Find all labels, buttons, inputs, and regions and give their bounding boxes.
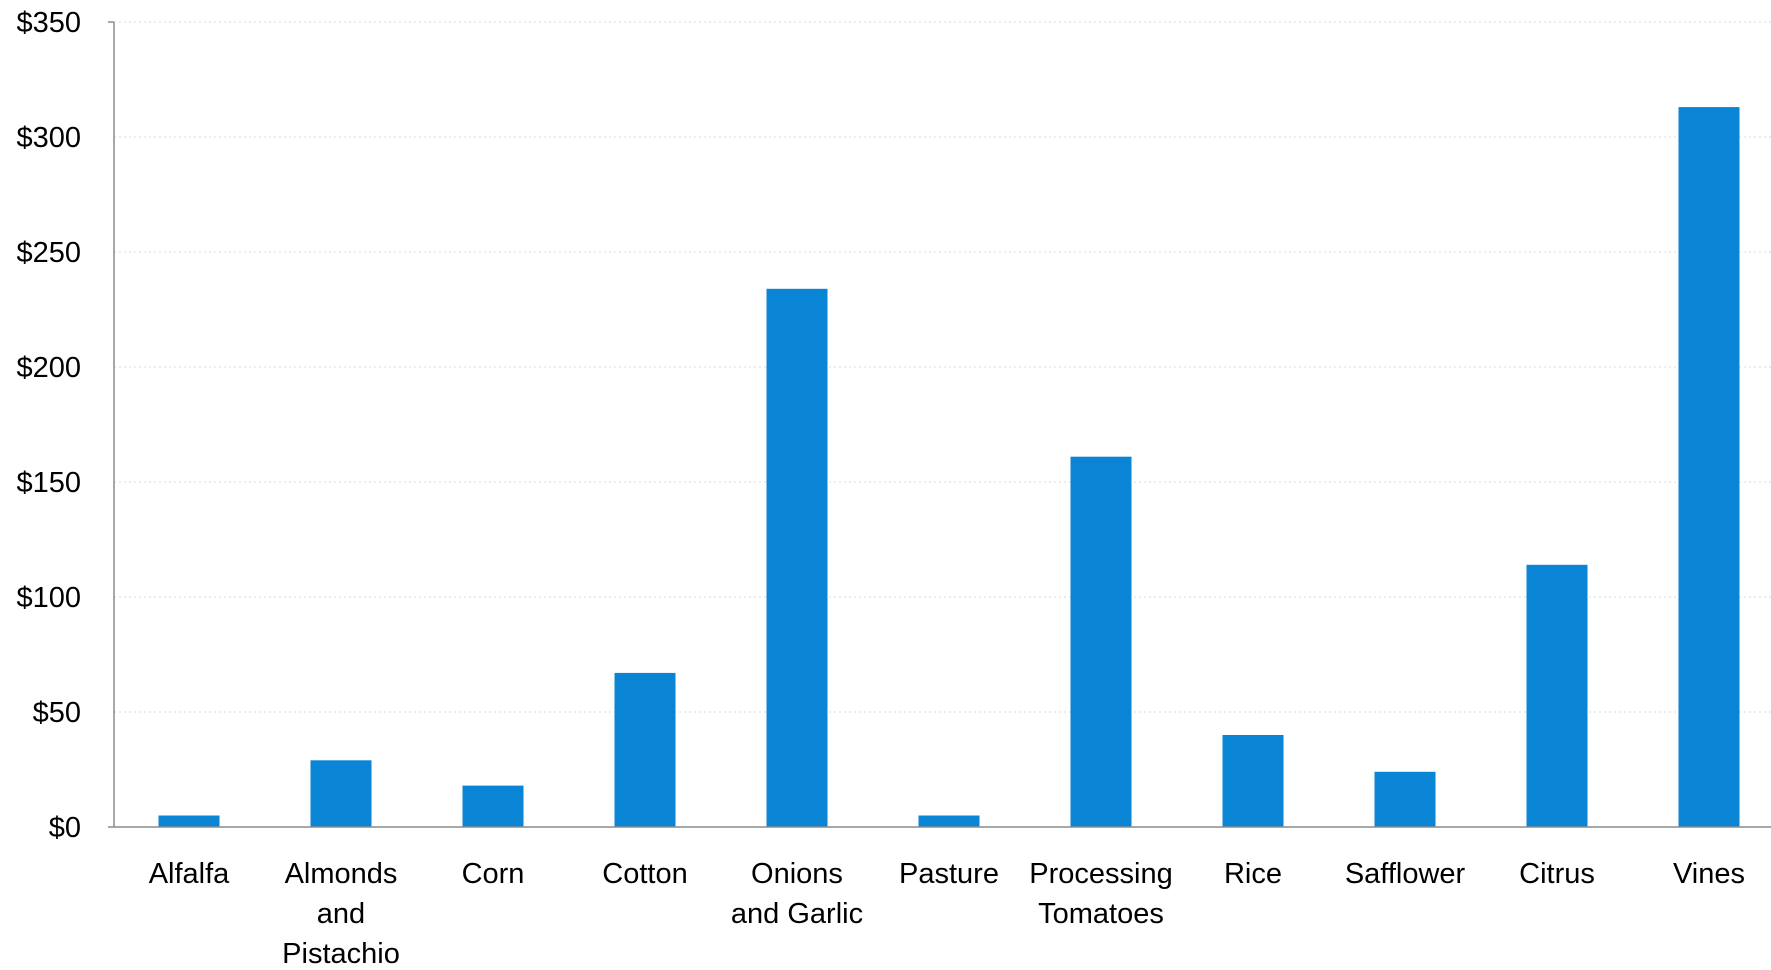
gridlines [114, 21, 1771, 713]
bar [766, 288, 828, 827]
category-label: Cotton [602, 858, 687, 890]
y-tick-label: $0 [49, 812, 81, 844]
bars [158, 107, 1740, 828]
category-label: Onions and Garlic [731, 858, 863, 930]
bar [1222, 735, 1284, 827]
category-label: Citrus [1519, 858, 1595, 890]
bar [462, 785, 524, 827]
y-tick-labels: $0 $50 $100 $150 $200 $250 $300 $350 [16, 7, 81, 844]
y-tick-label: $150 [16, 467, 81, 499]
y-tick-label: $100 [16, 582, 81, 614]
bar [158, 815, 220, 827]
y-tick-label: $250 [16, 237, 81, 269]
bar [310, 760, 372, 827]
bar [1374, 771, 1436, 827]
category-label: Pasture [899, 858, 999, 890]
bar [918, 815, 980, 827]
bar [614, 672, 676, 827]
category-labels: Alfalfa Almonds and Pistachio Corn Cotton Onio… [149, 858, 1745, 970]
category-label: Rice [1224, 858, 1282, 890]
axes [108, 21, 1771, 828]
bar [1526, 564, 1588, 827]
y-tick-label: $200 [16, 352, 81, 384]
category-label: Alfalfa [149, 858, 230, 890]
y-tick-label: $50 [33, 697, 81, 729]
category-label: Corn [462, 858, 525, 890]
category-label: Safflower [1345, 858, 1466, 890]
y-tick-label: $300 [16, 122, 81, 154]
bar [1070, 456, 1132, 827]
category-label: Vines [1673, 858, 1745, 890]
category-label: Processing Tomatoes [1029, 858, 1172, 930]
bar [1678, 107, 1740, 828]
y-tick-label: $350 [16, 7, 81, 39]
category-label: Almonds and Pistachio [282, 858, 400, 970]
